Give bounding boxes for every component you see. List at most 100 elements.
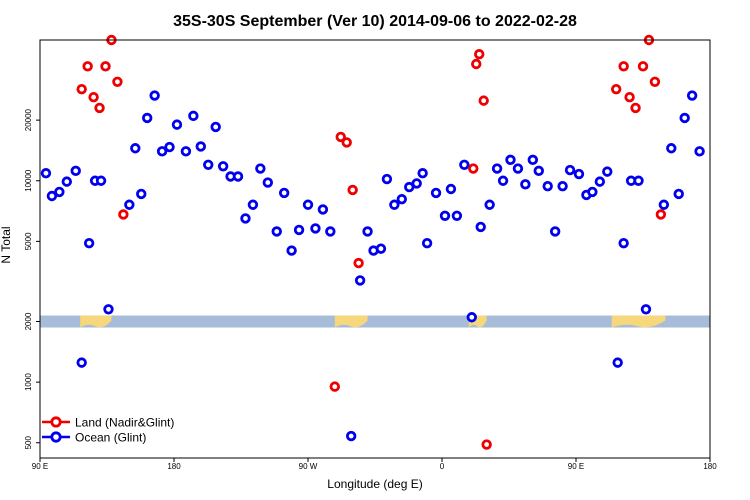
- ocean-point: [46, 190, 58, 202]
- ocean-point: [573, 168, 585, 180]
- ocean-point: [491, 163, 503, 174]
- plot-frame: [39, 39, 711, 459]
- ocean-point: [40, 168, 52, 179]
- ocean-point: [594, 176, 606, 187]
- ocean-point: [278, 187, 290, 199]
- ocean-point: [217, 161, 229, 172]
- y-tick-label: 5000: [24, 232, 33, 250]
- land-point: [94, 102, 105, 114]
- ocean-point: [459, 159, 470, 171]
- ocean-point: [310, 223, 321, 234]
- land-segment: [334, 315, 368, 328]
- ocean-point: [171, 119, 183, 130]
- land-point: [112, 76, 123, 88]
- ocean-point: [430, 187, 442, 199]
- ocean-point: [658, 199, 670, 210]
- ocean-point: [520, 179, 531, 190]
- land-point: [618, 61, 629, 72]
- land-point: [637, 61, 649, 72]
- ocean-point: [83, 237, 95, 249]
- x-tick-label: 90 E: [32, 462, 48, 471]
- ocean-point: [375, 243, 387, 254]
- ocean-point: [533, 165, 544, 177]
- ocean-point: [497, 175, 509, 186]
- land-point: [353, 257, 364, 269]
- ocean-point: [527, 154, 539, 166]
- ocean-point: [694, 146, 705, 157]
- ocean-point: [286, 245, 297, 256]
- land-series: [76, 34, 667, 450]
- land-point: [76, 83, 87, 95]
- land-point: [335, 131, 346, 143]
- legend-ocean-marker: [50, 431, 62, 443]
- x-tick-label: 90 E: [568, 462, 584, 471]
- land-point: [468, 163, 479, 174]
- ocean-point: [417, 168, 428, 179]
- ocean-point: [389, 199, 400, 210]
- y-tick-label: 500: [24, 436, 33, 450]
- ocean-point: [666, 143, 677, 154]
- land-point: [329, 381, 340, 392]
- x-axis: 90 E 180 90 W 0 90 E 180: [32, 458, 717, 471]
- x-tick-label: 0: [440, 462, 445, 471]
- ocean-point: [354, 275, 366, 286]
- ocean-point: [317, 204, 329, 215]
- land-point: [118, 209, 129, 220]
- legend-land-marker: [50, 416, 62, 428]
- ocean-point: [633, 175, 644, 186]
- ocean-point: [451, 210, 463, 221]
- ocean-point: [381, 173, 393, 185]
- ocean-point: [445, 183, 457, 195]
- y-tick-label: 2000: [24, 312, 33, 330]
- ocean-point: [141, 112, 153, 124]
- y-tick-label: 1000: [24, 373, 33, 391]
- ocean-point: [475, 221, 486, 233]
- ocean-point: [54, 186, 65, 198]
- land-point: [624, 91, 635, 103]
- ocean-point: [679, 112, 690, 124]
- ocean-point: [484, 199, 495, 210]
- ocean-point: [210, 121, 221, 133]
- ocean-point: [396, 193, 407, 205]
- y-tick-label: 10000: [24, 169, 33, 192]
- ocean-point: [557, 180, 568, 192]
- land-point: [471, 58, 482, 70]
- ocean-point: [95, 175, 107, 186]
- ocean-band: [40, 315, 710, 328]
- ocean-point: [70, 165, 81, 177]
- ocean-point: [640, 304, 652, 315]
- ocean-point: [136, 188, 147, 200]
- land-point: [478, 95, 489, 106]
- land-point: [649, 76, 661, 88]
- ocean-point: [512, 163, 524, 174]
- ocean-point: [61, 176, 73, 187]
- legend-land-label: Land (Nadir&Glint): [75, 416, 174, 430]
- ocean-point: [421, 237, 433, 249]
- land-point: [474, 49, 485, 60]
- ocean-point: [195, 141, 206, 152]
- ocean-point: [203, 159, 214, 171]
- ocean-point: [345, 430, 357, 442]
- y-axis-label: N Total: [0, 226, 13, 263]
- x-tick-label: 180: [167, 462, 181, 471]
- ocean-point: [439, 210, 451, 221]
- ocean-point: [673, 188, 684, 200]
- ocean-point: [188, 110, 199, 122]
- ocean-point: [618, 237, 629, 249]
- ocean-point: [156, 146, 168, 157]
- land-point: [100, 61, 111, 72]
- land-ocean-band: [40, 315, 710, 328]
- ocean-point: [549, 226, 561, 237]
- legend: Land (Nadir&Glint) Ocean (Glint): [42, 416, 174, 445]
- x-tick-label: 90 W: [299, 462, 318, 471]
- ocean-point: [149, 90, 160, 101]
- legend-ocean-label: Ocean (Glint): [75, 431, 146, 445]
- ocean-point: [302, 199, 314, 210]
- land-segment: [80, 315, 112, 328]
- land-point: [630, 102, 641, 114]
- ocean-point: [255, 163, 266, 174]
- ocean-point: [180, 146, 192, 157]
- land-segment: [611, 315, 666, 328]
- ocean-point: [325, 226, 336, 237]
